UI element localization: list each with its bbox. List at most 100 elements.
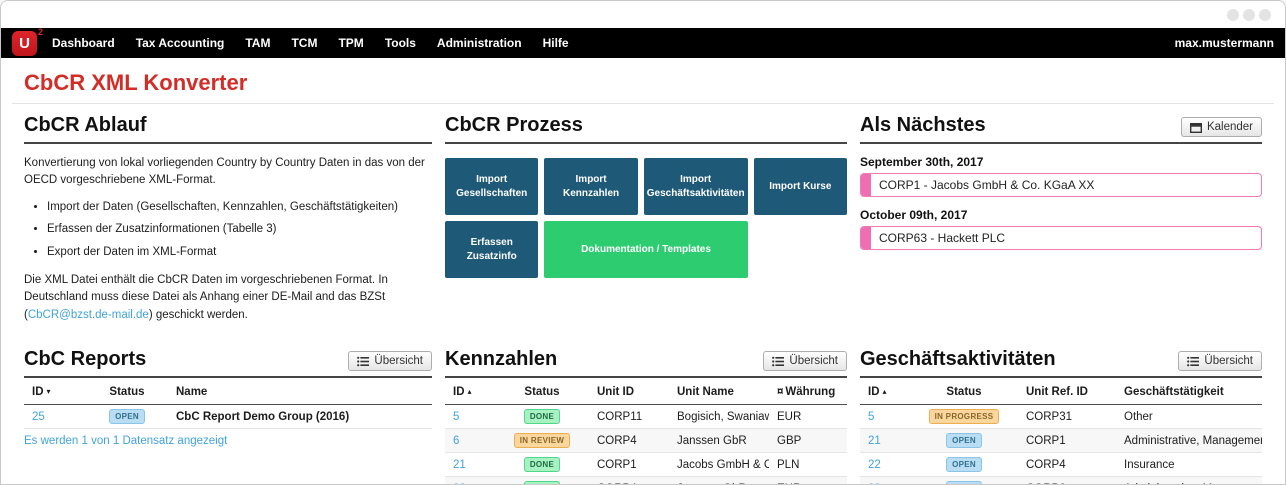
data-cell: CORP1 bbox=[1018, 428, 1116, 454]
event-item[interactable]: CORP1 - Jacobs GmbH & Co. KGaA XX bbox=[860, 173, 1262, 197]
process-button-dokumentation-templates[interactable]: Dokumentation / Templates bbox=[544, 221, 748, 278]
column-header-id[interactable]: ID ▴ bbox=[445, 380, 495, 406]
column-header-unit-id[interactable]: Unit ID bbox=[589, 380, 669, 406]
user-menu[interactable]: max.mustermann bbox=[1174, 36, 1274, 50]
column-header-name[interactable]: Name bbox=[168, 380, 432, 406]
window-control-dot[interactable] bbox=[1243, 9, 1255, 21]
cbc-reports-table: ID ▾ Status Name 25 OPEN CbC Report Demo Grou… bbox=[24, 380, 432, 430]
id-cell: 6 bbox=[445, 428, 495, 454]
sort-icon: ▴ bbox=[882, 387, 887, 397]
status-badge: OPEN bbox=[109, 409, 145, 425]
data-cell: Insurance bbox=[1116, 452, 1262, 478]
row-id-link[interactable]: 21 bbox=[453, 458, 466, 471]
event-stripe bbox=[861, 174, 871, 196]
data-cell: EUR bbox=[769, 476, 847, 484]
process-button-import-gesch-ftsaktivit-ten[interactable]: Import Geschäftsaktivitäten bbox=[643, 158, 748, 215]
nav-item-tam[interactable]: TAM bbox=[245, 36, 271, 50]
list-icon bbox=[772, 356, 785, 367]
column-header-gesch-ftst-tigkeit[interactable]: Geschäftstätigkeit bbox=[1116, 380, 1262, 406]
id-cell: 22 bbox=[860, 452, 910, 478]
event-stripe bbox=[861, 227, 871, 249]
column-header-status[interactable]: Status bbox=[495, 380, 589, 406]
row-id-link[interactable]: 5 bbox=[868, 410, 875, 423]
page-content: CbCR XML Konverter CbCR Ablauf Konvertie… bbox=[1, 70, 1285, 484]
table-title: Geschäftsaktivitäten bbox=[860, 348, 1056, 371]
nav-item-dashboard[interactable]: Dashboard bbox=[52, 36, 115, 50]
table-title: CbC Reports bbox=[24, 348, 147, 371]
row-id-link[interactable]: 23 bbox=[868, 483, 881, 484]
status-cell: IN REVIEW bbox=[495, 428, 589, 454]
data-cell: Janssen GbR bbox=[669, 428, 769, 454]
section-heading: CbCR Ablauf bbox=[24, 114, 432, 144]
data-cell: CORP4 bbox=[589, 428, 669, 454]
list-icon bbox=[357, 356, 370, 367]
status-badge: OPEN bbox=[946, 433, 982, 449]
status-cell: OPEN bbox=[910, 452, 1018, 478]
nav-item-hilfe[interactable]: Hilfe bbox=[542, 36, 569, 50]
overview-button[interactable]: Übersicht bbox=[348, 351, 432, 372]
outro-text-before: Die XML Datei enthält die CbCR Daten im … bbox=[24, 274, 388, 321]
table-header-row: ID ▴ Status Unit Ref. ID Geschäftstätigkeit bbox=[860, 380, 1262, 406]
table-row[interactable]: 22 OPEN CORP4 Insurance bbox=[860, 452, 1262, 478]
row-id-link[interactable]: 21 bbox=[868, 434, 881, 447]
page-title: CbCR XML Konverter bbox=[24, 70, 248, 95]
column-header-id[interactable]: ID ▾ bbox=[24, 380, 86, 406]
data-cell: Bogisich, Swaniawski and Jacobi bbox=[669, 404, 769, 430]
data-cell: CORP1 bbox=[589, 452, 669, 478]
column-header-id[interactable]: ID ▴ bbox=[860, 380, 910, 406]
section-heading: CbCR Prozess bbox=[445, 114, 847, 144]
title-divider bbox=[12, 103, 1274, 104]
top-navbar: U 2 Dashboard Tax Accounting TAM TCM TPM Tool… bbox=[1, 27, 1285, 58]
table-row[interactable]: 23 OPEN CORP6Administrative, Management or… bbox=[860, 476, 1262, 484]
overview-button[interactable]: Übersicht bbox=[763, 351, 847, 372]
event-item[interactable]: CORP63 - Hackett PLC bbox=[860, 226, 1262, 250]
id-cell: 5 bbox=[860, 404, 910, 430]
overview-button[interactable]: Übersicht bbox=[1178, 351, 1262, 372]
nav-item-tools[interactable]: Tools bbox=[384, 36, 416, 50]
ablauf-bullets: Import der Daten (Gesellschaften, Kennza… bbox=[24, 199, 432, 261]
row-id-link[interactable]: 25 bbox=[32, 410, 45, 423]
calendar-button[interactable]: Kalender bbox=[1180, 117, 1262, 137]
ablauf-intro: Konvertierung von lokal vorliegenden Cou… bbox=[24, 157, 425, 187]
column-header-status[interactable]: Status bbox=[86, 380, 168, 406]
process-button-import-gesellschaften[interactable]: Import Gesellschaften bbox=[445, 158, 539, 215]
process-button-import-kennzahlen[interactable]: Import Kennzahlen bbox=[544, 158, 638, 215]
table-row[interactable]: 25 OPEN CbC Report Demo Group (2016) bbox=[24, 404, 432, 430]
ablauf-bullet: Export der Daten im XML-Format bbox=[47, 244, 432, 261]
window-control-dot[interactable] bbox=[1227, 9, 1239, 21]
row-id-link[interactable]: 5 bbox=[453, 410, 460, 423]
table-head: ID ▴ Status Unit ID Unit Name ¤ Währung bbox=[445, 380, 847, 406]
data-cell: EUR bbox=[769, 404, 847, 430]
event-label: CORP63 - Hackett PLC bbox=[879, 231, 1006, 245]
bzst-email-link[interactable]: CbCR@bzst.de-mail.de bbox=[27, 308, 149, 321]
app-logo[interactable]: U 2 bbox=[12, 27, 43, 56]
status-badge: DONE bbox=[523, 409, 561, 425]
table-row[interactable]: 6 IN REVIEW CORP4 Janssen GbR GBP bbox=[445, 428, 847, 454]
row-id-link[interactable]: 6 bbox=[453, 434, 460, 447]
status-badge: OPEN bbox=[946, 481, 982, 484]
row-id-link[interactable]: 22 bbox=[868, 458, 881, 471]
overview-button-label: Übersicht bbox=[789, 355, 838, 368]
nav-items: Dashboard Tax Accounting TAM TCM TPM Tools Adm… bbox=[52, 36, 569, 50]
column-header-w-hrung[interactable]: ¤ Währung bbox=[769, 380, 847, 406]
nav-item-administration[interactable]: Administration bbox=[436, 36, 522, 50]
sort-icon: ▾ bbox=[46, 387, 51, 397]
process-button-erfassen-zusatzinfo[interactable]: Erfassen Zusatzinfo bbox=[445, 221, 539, 278]
nav-item-tcm[interactable]: TCM bbox=[291, 36, 318, 50]
column-header-unit-ref-id[interactable]: Unit Ref. ID bbox=[1018, 380, 1116, 406]
nav-item-tax-accounting[interactable]: Tax Accounting bbox=[135, 36, 225, 50]
process-button-import-kurse[interactable]: Import Kurse bbox=[753, 158, 847, 215]
window-control-dot[interactable] bbox=[1259, 9, 1271, 21]
table-row[interactable]: 5 IN PROGRESS CORP31 Other bbox=[860, 404, 1262, 430]
nav-item-tpm[interactable]: TPM bbox=[338, 36, 364, 50]
column-header-status[interactable]: Status bbox=[910, 380, 1018, 406]
status-cell: OPEN bbox=[910, 428, 1018, 454]
column-header-unit-name[interactable]: Unit Name bbox=[669, 380, 769, 406]
status-badge: OPEN bbox=[946, 457, 982, 473]
table-footer[interactable]: Es werden 1 von 1 Datensatz angezeigt bbox=[24, 435, 228, 448]
row-id-link[interactable]: 22 bbox=[453, 483, 466, 484]
